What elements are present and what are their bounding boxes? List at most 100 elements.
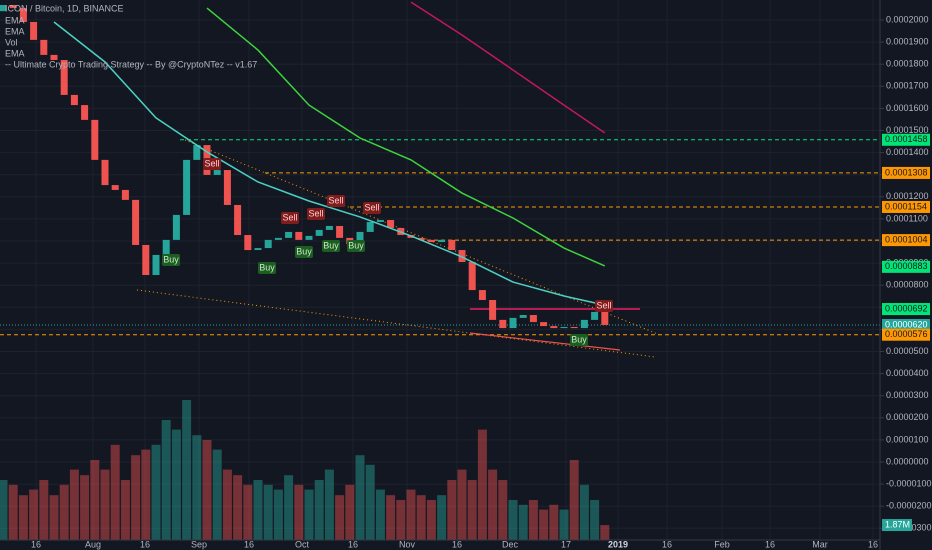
- signal-label: Sell: [364, 202, 379, 212]
- candle-body: [152, 254, 160, 276]
- y-tick-label: -0.0000200: [886, 501, 932, 511]
- volume-bar: [39, 480, 49, 540]
- x-tick-label: 16: [348, 539, 358, 549]
- y-tick-label: 0.0002000: [886, 14, 929, 24]
- price-label: 0.0000620: [885, 319, 928, 329]
- ema-line: [206, 7, 606, 267]
- volume-bar: [569, 460, 579, 540]
- volume-bar: [131, 455, 141, 540]
- x-tick-label: 2019: [608, 539, 628, 549]
- x-tick-label: Sep: [191, 539, 207, 549]
- y-axis: 0.0002000 0.0001900 0.0001800 0.0001700 0.00…: [880, 14, 932, 533]
- y-tick-label: 0.0001700: [886, 81, 929, 91]
- volume-bar: [559, 509, 569, 540]
- price-label: 0.0000692: [885, 303, 928, 313]
- volume-bar: [467, 480, 477, 540]
- volume-bar: [141, 449, 151, 540]
- trendlines: [136, 139, 661, 358]
- candle-body: [489, 300, 497, 320]
- signal-label: Buy: [296, 246, 312, 256]
- candle-body: [9, 4, 17, 9]
- candle-body: [162, 239, 170, 255]
- candle-body: [295, 231, 303, 240]
- volume-bar: [0, 480, 8, 540]
- volume-bar: [386, 495, 396, 540]
- y-tick-label: 0.0001800: [886, 59, 929, 69]
- candle-body: [305, 235, 313, 240]
- candle-body: [560, 326, 568, 329]
- y-tick-label: 0.0000000: [886, 456, 929, 466]
- volume-bar: [457, 469, 467, 540]
- price-label: 0.0001308: [885, 167, 928, 177]
- signal-label: Buy: [259, 262, 275, 272]
- trendline: [184, 139, 661, 336]
- volume-label: 1.87M: [885, 519, 910, 529]
- price-label-box: [882, 328, 930, 341]
- candle-body: [70, 94, 78, 106]
- volume-bar: [202, 440, 212, 540]
- candle-body: [325, 225, 333, 230]
- y-tick-label: -0.0000100: [886, 478, 932, 488]
- candle-body: [519, 315, 527, 318]
- candle-body: [234, 204, 242, 236]
- candle-body: [591, 311, 599, 320]
- x-tick-label: 16: [662, 539, 672, 549]
- legend-entry: Vol: [5, 37, 18, 47]
- candle-body: [468, 261, 476, 291]
- volume-bar: [365, 464, 375, 540]
- y-tick-label: 0.0001500: [886, 125, 929, 135]
- chart-title: ICON / Bitcoin, 1D, BINANCE: [5, 3, 124, 13]
- y-tick-label: 0.0001600: [886, 103, 929, 113]
- signal-box: [162, 254, 180, 266]
- volume-bar: [539, 509, 549, 540]
- candle-body: [336, 225, 344, 238]
- volume-bar: [273, 489, 283, 540]
- volume-bar: [447, 480, 457, 540]
- candle-body: [244, 235, 252, 251]
- signal-label: Buy: [323, 240, 339, 250]
- price-label-box: [882, 260, 930, 273]
- signal-box: [347, 240, 365, 252]
- candle-body: [254, 248, 262, 251]
- candle-body: [111, 185, 119, 190]
- volume-bar: [80, 475, 90, 540]
- signal-label: Sell: [282, 212, 297, 222]
- volume-bar: [549, 504, 559, 540]
- y-tick-label: 0.0001200: [886, 191, 929, 201]
- signal-box: [295, 246, 313, 258]
- volume-bar: [8, 484, 18, 540]
- price-label-box: [882, 200, 930, 213]
- signal-label: Sell: [204, 158, 219, 168]
- candle-body: [448, 239, 456, 251]
- volume-bar: [304, 489, 314, 540]
- volume-bar: [100, 469, 110, 540]
- volume-bar: [29, 489, 39, 540]
- signals: Sell Sell Sell Sell Sell Sell Buy Buy Buy Buy Buy B…: [162, 158, 613, 346]
- candle-body: [285, 231, 293, 238]
- x-tick-label: Nov: [399, 539, 416, 549]
- x-tick-label: 16: [31, 539, 41, 549]
- candle-body: [438, 239, 446, 243]
- candle-body: [50, 54, 58, 60]
- candle-body: [478, 290, 486, 300]
- candle-body: [366, 221, 374, 232]
- legend-entry: EMA: [5, 48, 25, 58]
- legend-entry: EMA: [5, 15, 25, 25]
- volume-bar: [49, 495, 59, 540]
- y-tick-label: 0.0000800: [886, 280, 929, 290]
- price-label-box: [882, 166, 930, 179]
- signal-box: [203, 158, 221, 170]
- volume-bar: [426, 500, 436, 540]
- x-tick-label: 16: [765, 539, 775, 549]
- volume-bar: [182, 400, 192, 540]
- candle-body: [223, 170, 231, 205]
- price-label: 0.0001004: [885, 234, 928, 244]
- volume-bar: [59, 484, 69, 540]
- price-label: 0.0001458: [885, 134, 928, 144]
- y-tick-label: 0.0000200: [886, 412, 929, 422]
- signal-box: [307, 208, 325, 220]
- volume-bar: [263, 484, 273, 540]
- ema-line: [410, 1, 606, 134]
- volume-bar: [437, 495, 447, 540]
- x-tick-label: 16: [140, 539, 150, 549]
